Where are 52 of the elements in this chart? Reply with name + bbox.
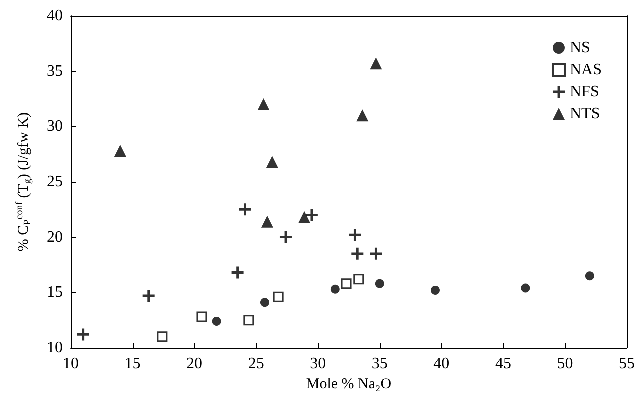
point	[260, 298, 270, 308]
point	[431, 286, 440, 295]
x-tick-label: 15	[124, 356, 141, 372]
x-tick-label: 10	[63, 356, 79, 372]
legend-label: NFS	[570, 84, 600, 100]
y-tick-label: 15	[47, 284, 63, 302]
legend-label: NS	[570, 40, 590, 56]
x-tick-label: 40	[434, 356, 450, 372]
point	[330, 284, 340, 294]
point	[306, 209, 318, 222]
point	[212, 316, 222, 326]
y-axis-title: % CPconf (Tg) (J/gfw K)	[14, 112, 34, 252]
point	[370, 58, 382, 70]
point	[157, 332, 168, 342]
y-tick-label: 30	[47, 118, 63, 136]
x-axis-title: Mole % Na₂O	[306, 376, 392, 392]
y-tick-label: 35	[47, 62, 63, 80]
x-tick-label: 20	[186, 356, 203, 372]
point	[273, 292, 284, 302]
x-tick-label: 45	[495, 356, 512, 372]
point	[352, 248, 364, 260]
point	[356, 110, 369, 122]
point	[261, 216, 274, 228]
point	[354, 274, 364, 285]
point	[349, 229, 362, 242]
point	[341, 278, 352, 290]
y-tick-label: 40	[47, 8, 63, 24]
point	[280, 231, 292, 244]
point	[244, 315, 254, 326]
y-tick-label: 10	[47, 340, 63, 356]
point	[258, 98, 270, 111]
x-tick-label: 55	[619, 356, 635, 372]
point	[521, 284, 530, 293]
point	[375, 279, 384, 288]
point	[196, 312, 208, 322]
point	[298, 211, 311, 224]
legend-label: NTS	[570, 106, 600, 122]
y-tick-label: 20	[47, 228, 63, 246]
x-tick-label: 35	[372, 356, 388, 372]
x-tick-label: 50	[557, 356, 574, 372]
point	[266, 156, 278, 168]
point	[239, 204, 252, 216]
legend-label: NAS	[570, 62, 602, 78]
point	[585, 272, 594, 281]
point	[232, 266, 244, 279]
x-tick-label: 25	[248, 356, 264, 372]
point	[142, 290, 155, 302]
y-tick-label: 25	[47, 174, 63, 190]
point	[77, 328, 90, 341]
point	[370, 248, 382, 260]
x-tick-label: 30	[310, 356, 326, 372]
point	[114, 145, 126, 158]
